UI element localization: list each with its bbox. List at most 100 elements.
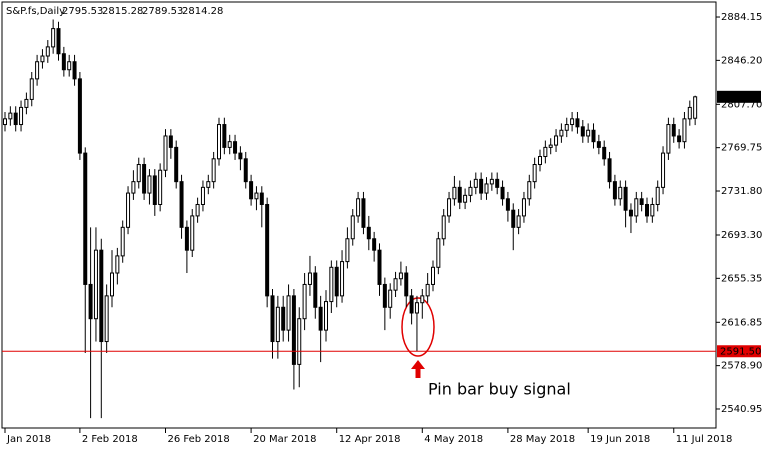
candle-body [281, 306, 286, 331]
candle-body [447, 198, 452, 217]
candle-body [238, 152, 243, 160]
signal-arrow [411, 360, 425, 378]
candle-body [366, 226, 371, 240]
candle-body [521, 198, 526, 217]
last-price-label: 2814.28 [720, 92, 761, 103]
level-label: 2591.50 [720, 346, 761, 357]
y-tick-label: 2807.70 [721, 99, 762, 110]
y-tick-label: 2693.30 [721, 230, 762, 241]
y-tick-label: 2731.80 [721, 186, 762, 197]
candle-body [591, 129, 596, 143]
candle-body [329, 266, 334, 303]
candle-body [24, 98, 29, 108]
candle-body [152, 175, 157, 205]
candle-body [473, 178, 478, 188]
candle-body [404, 272, 409, 297]
candle-body [297, 318, 302, 365]
candle-body [265, 203, 270, 297]
candle-body [612, 181, 617, 200]
candle-body [580, 126, 585, 137]
candle-body [115, 255, 120, 274]
candle-body [489, 178, 494, 185]
candle-body [77, 78, 82, 154]
candle-body [457, 186, 462, 203]
candle-body [682, 118, 687, 143]
candle-body [607, 158, 612, 183]
candle-body [184, 226, 189, 251]
x-tick-label: 2 Feb 2018 [82, 434, 138, 445]
candle-body [254, 192, 259, 200]
candle-body [243, 158, 248, 183]
candle-body [93, 249, 98, 320]
candle-body [307, 272, 312, 285]
candle-body [511, 209, 516, 228]
x-tick-label: 11 Jul 2018 [676, 434, 733, 445]
header-open: 2795.53 [62, 6, 103, 17]
candle-body [575, 118, 580, 128]
candle-body [586, 129, 591, 137]
candle-body [602, 146, 607, 160]
candle-body [393, 278, 398, 291]
candle-body [286, 295, 291, 331]
y-tick-label: 2884.15 [721, 12, 762, 23]
candle-body [174, 146, 179, 183]
candle-body [211, 158, 216, 183]
candle-body [505, 198, 510, 211]
candle-body [468, 186, 473, 196]
candle-body [532, 164, 537, 183]
candle-body [3, 118, 7, 126]
candle-body [158, 169, 163, 205]
candle-body [350, 215, 355, 240]
candle-body [495, 178, 500, 188]
candle-body [200, 186, 205, 205]
candle-body [436, 238, 441, 268]
candle-body [661, 152, 666, 188]
candle-body [687, 106, 692, 120]
candle-body [233, 141, 238, 154]
x-tick-label: 20 Mar 2018 [253, 434, 316, 445]
candle-body [206, 181, 211, 188]
candle-body [516, 215, 521, 228]
candle-body [147, 175, 152, 194]
candle-body [538, 156, 542, 166]
candle-body [382, 283, 387, 308]
candle-body [13, 112, 18, 126]
y-tick-label: 2846.20 [721, 55, 762, 66]
candle-body [639, 198, 644, 205]
candle-body [227, 141, 232, 148]
signal-circle [401, 297, 435, 357]
candle-body [414, 302, 419, 314]
y-tick-label: 2578.90 [721, 361, 762, 372]
candle-body [61, 53, 66, 71]
candle-body [126, 192, 131, 228]
candle-body [131, 181, 136, 194]
x-tick-label: 12 Apr 2018 [339, 434, 401, 445]
candle-body [51, 28, 56, 48]
candle-body [35, 61, 40, 80]
candle-body [527, 181, 532, 200]
candle-body [361, 198, 366, 228]
candle-body [693, 96, 698, 119]
candle-body [110, 272, 114, 297]
candle-body [168, 135, 173, 148]
candle-body [666, 124, 671, 154]
candle-body [104, 295, 109, 343]
candle-body [645, 203, 649, 217]
header-close: 2814.28 [182, 6, 223, 17]
candle-body [195, 203, 200, 217]
candle-body [564, 124, 569, 131]
candle-body [463, 194, 468, 203]
candle-body [19, 106, 24, 126]
header-low: 2789.53 [142, 6, 183, 17]
candle-body [372, 238, 377, 251]
candle-body [554, 135, 559, 146]
x-tick-label: 26 Feb 2018 [168, 434, 230, 445]
annotation: Pin bar buy signal [428, 380, 571, 399]
candle-body [120, 226, 125, 257]
candle-body [452, 186, 457, 200]
candle-body [596, 141, 601, 148]
candle-body [425, 283, 430, 297]
candle-body [222, 124, 227, 148]
